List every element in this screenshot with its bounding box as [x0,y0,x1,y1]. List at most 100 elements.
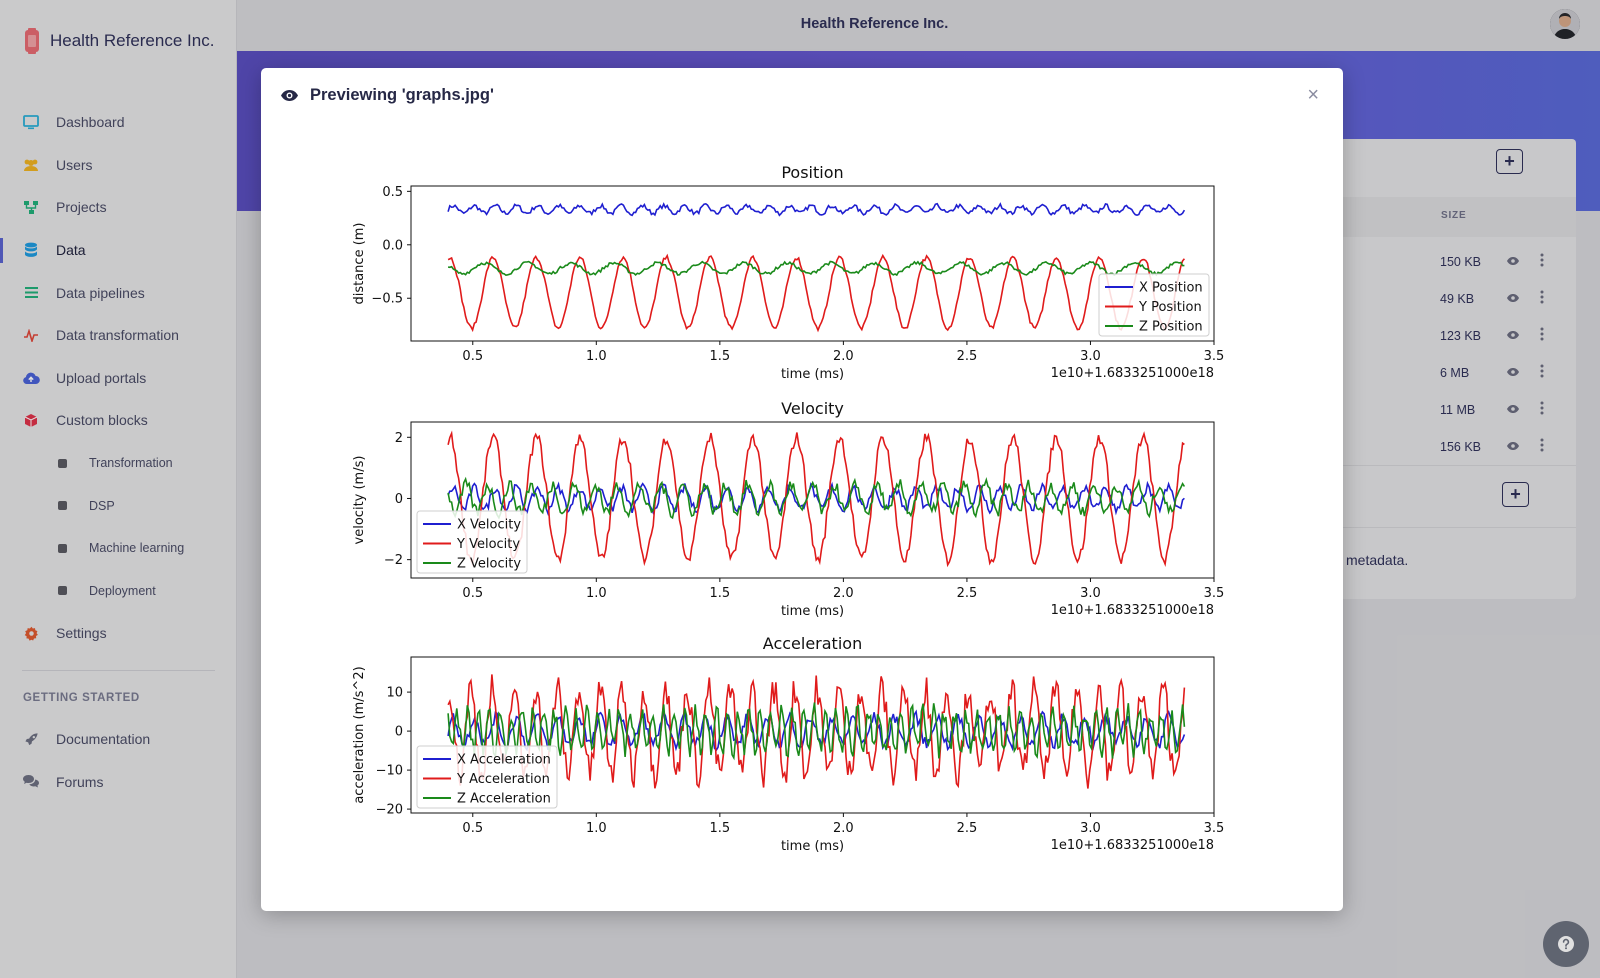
file-size: 123 KB [1440,328,1482,343]
list-icon [22,284,40,302]
getting-started-nav: Documentation Forums [0,718,236,803]
sidebar-item-data[interactable]: Data [0,229,236,272]
preview-modal: Previewing 'graphs.jpg' × Position 0.5 1.0… [261,68,1343,911]
cloud-upload-icon [22,369,40,387]
eye-icon[interactable] [1506,404,1520,414]
brand[interactable]: Health Reference Inc. [22,28,214,54]
more-options-icon[interactable] [1540,364,1544,378]
data-files-card: + SIZE 150 KB 49 KB 123 KB 6 MB 11 MB 15… [1340,139,1576,599]
legend-label: Y Velocity [456,537,520,552]
x-tick-label: 2.0 [833,821,854,836]
legend-label: X Acceleration [457,753,551,768]
y-tick-label: −2 [384,553,403,568]
file-size: 11 MB [1440,402,1476,417]
sidebar-subitem-deployment[interactable]: Deployment [0,570,236,613]
divider [1340,527,1576,528]
square-bullet-icon [58,543,67,553]
sidebar-item-label: Upload portals [56,369,147,386]
organization-title: Health Reference Inc. [800,16,949,32]
x-tick-label: 2.5 [957,349,978,364]
sidebar-item-label: Dashboard [56,114,125,131]
sidebar-item-data-transformation[interactable]: Data transformation [0,314,236,357]
more-options-icon[interactable] [1540,327,1544,341]
series-line-y-velocity [447,430,1185,568]
sidebar-item-users[interactable]: Users [0,144,236,187]
table-row[interactable]: 123 KB [1340,317,1576,354]
sidebar-item-custom-blocks[interactable]: Custom blocks [0,399,236,442]
y-tick-label: 0.5 [382,185,403,200]
database-icon [22,241,40,259]
plus-icon: + [1510,484,1521,504]
sidebar-subitem-machine-learning[interactable]: Machine learning [0,527,236,570]
x-axis-offset-label: 1e10+1.6833251000e18 [1051,366,1214,381]
plot-frame [410,421,1215,579]
eye-icon[interactable] [1506,256,1520,266]
eye-icon[interactable] [1506,293,1520,303]
rocket-icon [22,730,40,748]
add-metadata-button[interactable]: + [1502,482,1529,507]
cube-icon [22,411,40,429]
help-button[interactable] [1543,921,1589,967]
sidebar-item-upload-portals[interactable]: Upload portals [0,357,236,400]
y-tick-label: 10 [386,686,403,701]
y-tick-label: 0 [395,492,403,507]
x-axis-label: time (ms) [781,604,844,619]
graphs-image: Position 0.5 1.0 1.5 2.0 2.5 3.0 3.5 0.5 0.0 −0.5 t… [352,163,1225,854]
sidebar-item-documentation[interactable]: Documentation [0,718,236,761]
sidebar-subitem-transformation[interactable]: Transformation [0,442,236,485]
sidebar-item-settings[interactable]: Settings [0,612,236,655]
legend-label: Y Position [1138,300,1202,315]
table-row[interactable]: 150 KB [1340,243,1576,280]
more-options-icon[interactable] [1540,290,1544,304]
sidebar-item-dashboard[interactable]: Dashboard [0,101,236,144]
file-size: 150 KB [1440,254,1482,269]
x-tick-label: 3.5 [1204,586,1225,601]
y-axis-label: distance (m) [352,222,367,304]
x-tick-label: 1.5 [710,349,731,364]
chart-title: Position [781,163,843,182]
more-options-icon[interactable] [1540,438,1544,452]
y-axis-label: velocity (m/s) [352,456,367,545]
x-tick-label: 1.5 [710,586,731,601]
sidebar-item-projects[interactable]: Projects [0,186,236,229]
y-tick-label: 2 [395,431,403,446]
sidebar-subitem-label: Deployment [89,583,156,598]
table-header: SIZE [1340,197,1576,237]
avatar[interactable] [1550,9,1580,39]
x-tick-label: 0.5 [462,586,483,601]
series-line-x-velocity [447,480,1185,517]
eye-icon[interactable] [1506,441,1520,451]
add-file-button[interactable]: + [1496,149,1523,174]
table-row[interactable]: 11 MB [1340,391,1576,428]
y-tick-label: −20 [376,803,403,818]
sidebar-subitem-dsp[interactable]: DSP [0,484,236,527]
sidebar-item-label: Data pipelines [56,284,145,301]
sidebar-item-label: Projects [56,199,107,216]
x-axis-offset-label: 1e10+1.6833251000e18 [1051,603,1214,618]
plot-frame [410,656,1215,814]
chart-title: Acceleration [763,634,862,653]
legend-box [416,745,558,809]
table-row[interactable]: 6 MB [1340,354,1576,391]
legend-label: X Velocity [457,518,521,533]
gear-icon [22,624,40,642]
eye-icon[interactable] [1506,330,1520,340]
sidebar: Health Reference Inc. Dashboard Users Pr… [0,0,237,978]
file-size: 156 KB [1440,439,1482,454]
table-row[interactable]: 156 KB [1340,428,1576,465]
table-row[interactable]: 49 KB [1340,280,1576,317]
sidebar-item-forums[interactable]: Forums [0,761,236,804]
pulse-icon [22,326,40,344]
divider [1340,465,1576,466]
legend-box [1098,273,1210,337]
eye-icon[interactable] [1506,367,1520,377]
more-options-icon[interactable] [1540,253,1544,267]
more-options-icon[interactable] [1540,401,1544,415]
x-tick-label: 3.0 [1080,349,1101,364]
main-nav: Dashboard Users Projects Data Data pipel… [0,101,236,655]
close-button[interactable]: × [1307,84,1319,107]
monitor-icon [22,113,40,131]
sidebar-item-data-pipelines[interactable]: Data pipelines [0,271,236,314]
sidebar-item-label: Forums [56,773,104,790]
x-tick-label: 0.5 [462,821,483,836]
